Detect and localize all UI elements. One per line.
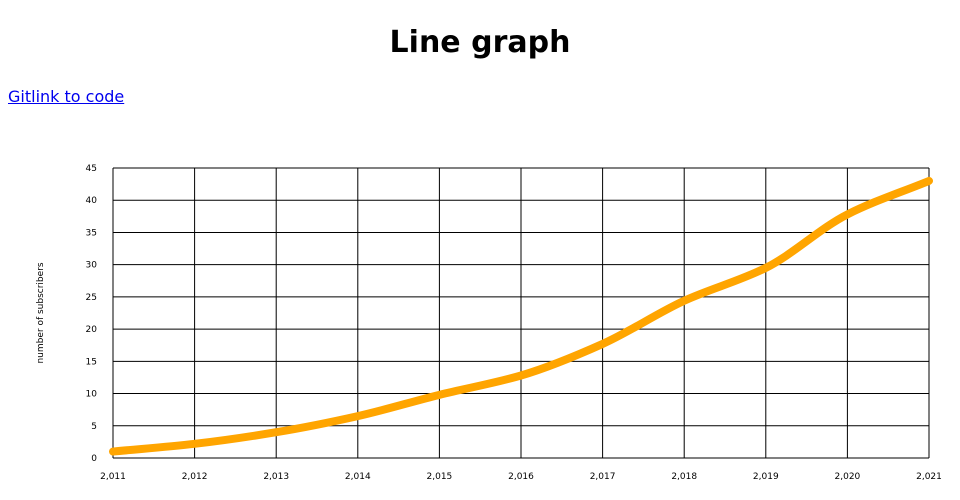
data-point — [928, 180, 930, 182]
x-axis-ticks: 2,011 2,012 2,013 2,014 2,015 2,016 2,017 2,018… — [100, 472, 942, 482]
data-point — [357, 415, 359, 417]
data-point — [683, 300, 685, 302]
x-tick-label: 2,013 — [263, 472, 289, 482]
x-tick-label: 2,014 — [345, 472, 371, 482]
y-tick-label: 5 — [91, 422, 97, 432]
series-layer — [109, 176, 933, 456]
y-tick-label: 20 — [86, 325, 98, 335]
y-tick-label: 35 — [86, 228, 97, 238]
y-tick-label: 30 — [86, 261, 98, 271]
y-tick-label: 25 — [86, 293, 97, 303]
gitlink-to-code-link[interactable]: Gitlink to code — [8, 87, 125, 106]
data-point — [765, 267, 767, 269]
x-tick-label: 2,020 — [835, 472, 861, 482]
data-point — [602, 343, 604, 345]
page-title: Line graph — [389, 25, 571, 60]
y-tick-label: 0 — [91, 454, 97, 464]
y-tick-label: 40 — [86, 196, 98, 206]
x-tick-label: 2,011 — [100, 472, 126, 482]
y-axis-ticks: 0 5 10 15 20 25 30 35 40 45 — [86, 164, 98, 464]
data-point — [520, 375, 522, 377]
data-point — [438, 394, 440, 396]
x-tick-label: 2,017 — [590, 472, 616, 482]
x-tick-label: 2,018 — [671, 472, 697, 482]
data-point — [194, 443, 196, 445]
y-tick-label: 10 — [86, 390, 98, 400]
x-tick-label: 2,019 — [753, 472, 779, 482]
x-tick-label: 2,021 — [916, 472, 942, 482]
x-tick-label: 2,016 — [508, 472, 534, 482]
y-tick-label: 45 — [86, 164, 97, 174]
grid-lines — [112, 167, 930, 459]
x-tick-label: 2,012 — [182, 472, 208, 482]
y-tick-label: 15 — [86, 357, 97, 367]
data-point — [846, 213, 848, 215]
data-point — [112, 451, 114, 453]
x-tick-label: 2,015 — [427, 472, 453, 482]
data-point — [275, 431, 277, 433]
y-axis-label: number of subscribers — [36, 262, 46, 363]
